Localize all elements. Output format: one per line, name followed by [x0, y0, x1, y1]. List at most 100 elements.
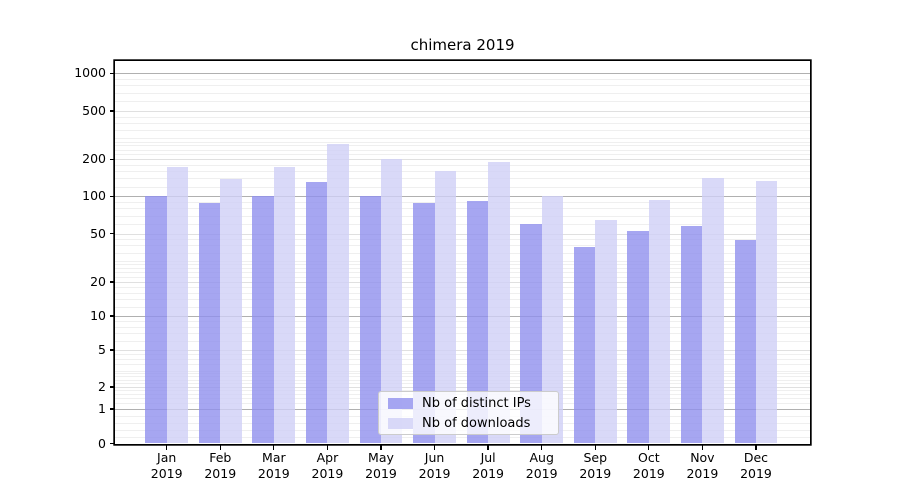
gridline-120	[115, 186, 810, 188]
y-tick-label-5: 5	[98, 342, 106, 357]
bar-distinct-ips-oct	[627, 230, 649, 444]
gridline-1000	[115, 73, 810, 75]
bar-downloads-nov	[702, 178, 724, 444]
bar-downloads-mar	[273, 167, 296, 444]
y-tick-mark-5	[109, 349, 115, 351]
bar-downloads-sep	[595, 220, 617, 444]
y-tick-label-0: 0	[98, 435, 106, 451]
bar-downloads-jan	[166, 167, 189, 444]
gridline-300	[115, 137, 810, 139]
gridline-2.4	[115, 379, 810, 381]
bar-distinct-ips-mar	[252, 196, 274, 444]
gridline-70	[115, 215, 810, 217]
legend-item-distinct-ips: Nb of distinct IPs	[379, 394, 558, 412]
gridline-4.5	[115, 354, 810, 356]
x-tick-mark-jan	[166, 445, 168, 450]
y-tick-label-1000: 1000	[74, 65, 106, 81]
gridline-350	[115, 129, 810, 131]
bar-distinct-ips-sep	[573, 246, 596, 444]
gridline-35	[115, 252, 810, 254]
x-tick-label-aug: Aug 2019	[525, 450, 558, 481]
bar-distinct-ips-jan	[145, 196, 167, 444]
x-tick-label-feb: Feb 2019	[204, 450, 237, 481]
gridline-20	[115, 282, 810, 283]
y-tick-label-10: 10	[90, 308, 106, 323]
bar-downloads-dec	[755, 181, 778, 444]
gridline-2.8	[115, 373, 810, 375]
gridline-500	[115, 111, 810, 112]
bar-downloads-apr	[327, 144, 349, 444]
gridline-9	[115, 321, 810, 323]
gridline-280	[115, 141, 810, 143]
x-tick-label-mar: Mar 2019	[257, 450, 290, 481]
x-tick-label-apr: Apr 2019	[311, 450, 344, 481]
gridline-400	[115, 122, 810, 124]
legend-label-distinct-ips: Nb of distinct IPs	[422, 395, 531, 411]
gridline-2	[115, 387, 810, 388]
bar-distinct-ips-dec	[734, 240, 756, 444]
gridline-240	[115, 149, 810, 151]
gridline-6	[115, 341, 810, 343]
gridline-26	[115, 268, 810, 270]
gridline-50	[115, 233, 810, 235]
gridline-22	[115, 276, 810, 278]
gridline-12	[115, 307, 810, 309]
y-tick-label-50: 50	[90, 225, 106, 241]
y-tick-mark-50	[109, 233, 115, 235]
gridline-7	[115, 333, 810, 335]
x-tick-mark-may	[380, 445, 382, 450]
gridline-5	[115, 350, 810, 351]
x-tick-label-sep: Sep 2019	[579, 450, 612, 481]
bar-distinct-ips-jul	[466, 200, 489, 444]
bar-downloads-feb	[220, 179, 242, 444]
y-tick-label-2: 2	[98, 379, 106, 394]
bar-downloads-may	[380, 158, 403, 444]
y-tick-label-500: 500	[82, 103, 106, 118]
bar-distinct-ips-aug	[520, 223, 542, 444]
gridline-2.6	[115, 376, 810, 378]
bars-layer	[115, 61, 810, 444]
y-tick-label-200: 200	[82, 151, 106, 167]
gridline-140	[115, 178, 810, 180]
gridline-14	[115, 299, 810, 301]
chart-title: chimera 2019	[410, 36, 515, 54]
legend-swatch-distinct-ips	[388, 397, 413, 409]
gridline-80	[115, 208, 810, 210]
gridline-3	[115, 370, 810, 372]
y-tick-mark-20	[109, 281, 115, 283]
gridline-180	[115, 164, 810, 166]
x-tick-label-jul: Jul 2019	[472, 450, 505, 481]
gridline-100	[115, 196, 810, 198]
y-tick-mark-1	[109, 408, 115, 410]
x-tick-mark-sep	[594, 445, 596, 450]
y-tick-mark-1000	[109, 72, 115, 74]
gridline-0.2	[115, 436, 810, 438]
y-tick-mark-2	[109, 386, 115, 388]
gridline-28	[115, 264, 810, 266]
y-tick-label-1: 1	[98, 401, 106, 416]
gridline-200	[115, 159, 810, 161]
x-tick-mark-apr	[326, 445, 329, 450]
gridline-160	[115, 171, 810, 173]
y-tick-mark-10	[109, 315, 115, 317]
x-tick-mark-aug	[541, 445, 543, 450]
y-tick-mark-500	[109, 110, 115, 112]
bar-distinct-ips-feb	[198, 203, 221, 444]
y-tick-mark-200	[109, 158, 115, 160]
legend-swatch-downloads	[388, 417, 413, 429]
y-tick-label-20: 20	[90, 274, 106, 289]
bar-downloads-oct	[648, 200, 671, 444]
x-tick-label-oct: Oct 2019	[632, 450, 665, 481]
gridline-260	[115, 145, 810, 147]
x-tick-label-may: May 2019	[365, 450, 397, 481]
gridline-8	[115, 326, 810, 328]
x-tick-label-dec: Dec 2019	[740, 450, 772, 481]
gridline-10	[115, 316, 810, 317]
gridline-220.00000000000003	[115, 154, 810, 156]
gridline-45	[115, 239, 810, 241]
gridline-3.5	[115, 364, 810, 366]
x-tick-mark-dec	[755, 445, 757, 450]
bar-downloads-jun	[434, 170, 456, 444]
bar-distinct-ips-may	[359, 196, 381, 444]
gridline-90	[115, 201, 810, 203]
